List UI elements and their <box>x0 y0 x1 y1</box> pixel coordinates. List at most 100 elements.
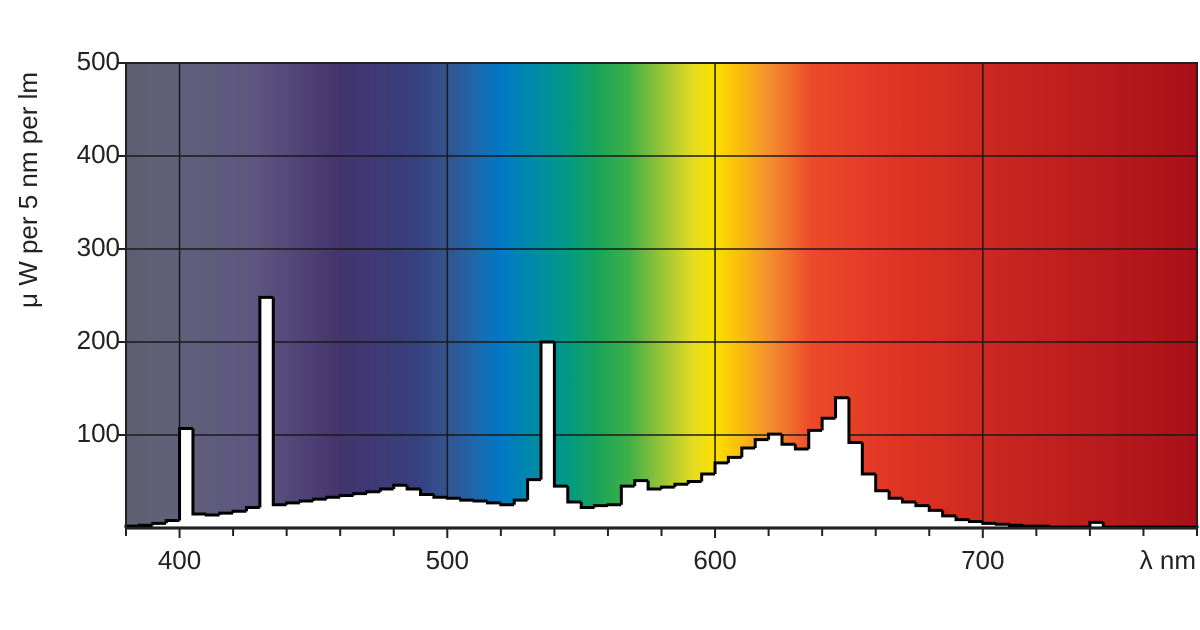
bar-outline <box>298 499 314 503</box>
y-tick-label: 300 <box>77 232 120 262</box>
bar <box>233 511 247 528</box>
bar <box>875 490 890 528</box>
bar-outline <box>137 523 153 527</box>
bar-outline <box>512 498 528 505</box>
bar-outline <box>673 482 689 488</box>
bar-outline <box>660 485 675 489</box>
bar <box>514 500 529 528</box>
bar-outline <box>178 426 193 521</box>
bar-outline <box>780 434 796 446</box>
bar-outline <box>726 455 742 463</box>
bar <box>179 428 194 528</box>
y-tick-label: 400 <box>77 139 120 169</box>
bar <box>621 486 636 528</box>
bar-outline <box>566 486 582 504</box>
bar-outline <box>378 487 394 492</box>
bar <box>674 484 689 528</box>
bar-outline <box>981 521 997 525</box>
y-axis-label: μ W per 5 nm per lm <box>13 72 43 308</box>
bar <box>889 498 903 528</box>
bar <box>929 510 944 528</box>
bar <box>956 519 970 528</box>
bar-outline <box>552 342 568 488</box>
spectrum-background <box>126 63 1197 528</box>
bar-outline <box>874 474 890 493</box>
bar-outline <box>807 428 823 449</box>
bar <box>206 514 221 528</box>
bar <box>380 488 395 528</box>
bar <box>313 499 328 528</box>
bar-outline <box>472 499 488 503</box>
bar <box>594 505 609 528</box>
bar-outline <box>218 511 234 515</box>
bar-outline <box>459 498 475 502</box>
bar-outline <box>900 498 916 504</box>
bar <box>300 501 314 528</box>
bar-outline <box>740 446 756 458</box>
x-tick-label: 600 <box>693 545 736 575</box>
bar <box>166 520 181 528</box>
bar-outline <box>526 478 542 501</box>
bar <box>728 457 743 528</box>
bar <box>273 504 288 528</box>
bar <box>902 501 917 528</box>
bar-outline <box>914 501 930 508</box>
x-tick-label: 700 <box>961 545 1004 575</box>
bar-outline <box>713 461 729 475</box>
bar-outline <box>700 472 716 482</box>
bar-outline <box>325 495 341 500</box>
bar <box>648 488 662 528</box>
x-tick-label: 500 <box>426 545 469 575</box>
bar <box>634 480 649 528</box>
bar-outline <box>204 513 220 517</box>
bar <box>192 514 207 528</box>
histogram <box>124 295 1199 530</box>
bar <box>567 501 582 528</box>
bar <box>755 439 770 528</box>
bar <box>326 497 341 528</box>
bar-outline <box>619 484 635 505</box>
bar-outline <box>994 522 1010 526</box>
bar <box>808 430 823 528</box>
x-axis-label: λ nm <box>1140 545 1196 575</box>
bar <box>607 504 622 528</box>
bar-outline <box>405 485 421 491</box>
bar-outline <box>927 505 943 512</box>
bar <box>246 507 261 528</box>
bar-outline <box>392 483 408 489</box>
bar <box>1089 522 1104 528</box>
bar <box>353 493 368 528</box>
bar-outline <box>1008 523 1023 527</box>
bar <box>982 523 997 528</box>
bar-outline <box>539 340 555 480</box>
bar-outline <box>311 497 327 502</box>
bar-outline <box>686 480 702 485</box>
bar <box>500 504 515 528</box>
bar-outline <box>352 492 367 496</box>
bar-outline <box>753 438 769 449</box>
bar-outline <box>271 297 287 507</box>
bar-outline <box>445 496 461 500</box>
bar-outline <box>1088 520 1104 528</box>
bar-outline <box>941 510 957 518</box>
bar-outline <box>485 501 501 505</box>
bar <box>835 397 850 528</box>
bar-outline <box>164 519 180 524</box>
bar <box>433 497 448 528</box>
bar <box>781 444 796 528</box>
bar-outline <box>606 503 622 507</box>
y-tick-label: 100 <box>77 418 120 448</box>
bar <box>554 486 569 528</box>
x-tick-label: 400 <box>158 545 201 575</box>
bar <box>474 501 488 528</box>
bar <box>286 502 301 528</box>
bar <box>447 498 462 528</box>
bar-outline <box>820 416 836 431</box>
bar <box>527 479 542 528</box>
bar <box>393 485 408 528</box>
bar <box>219 513 234 528</box>
bar-outline <box>954 515 970 522</box>
bar-outline <box>834 396 849 419</box>
